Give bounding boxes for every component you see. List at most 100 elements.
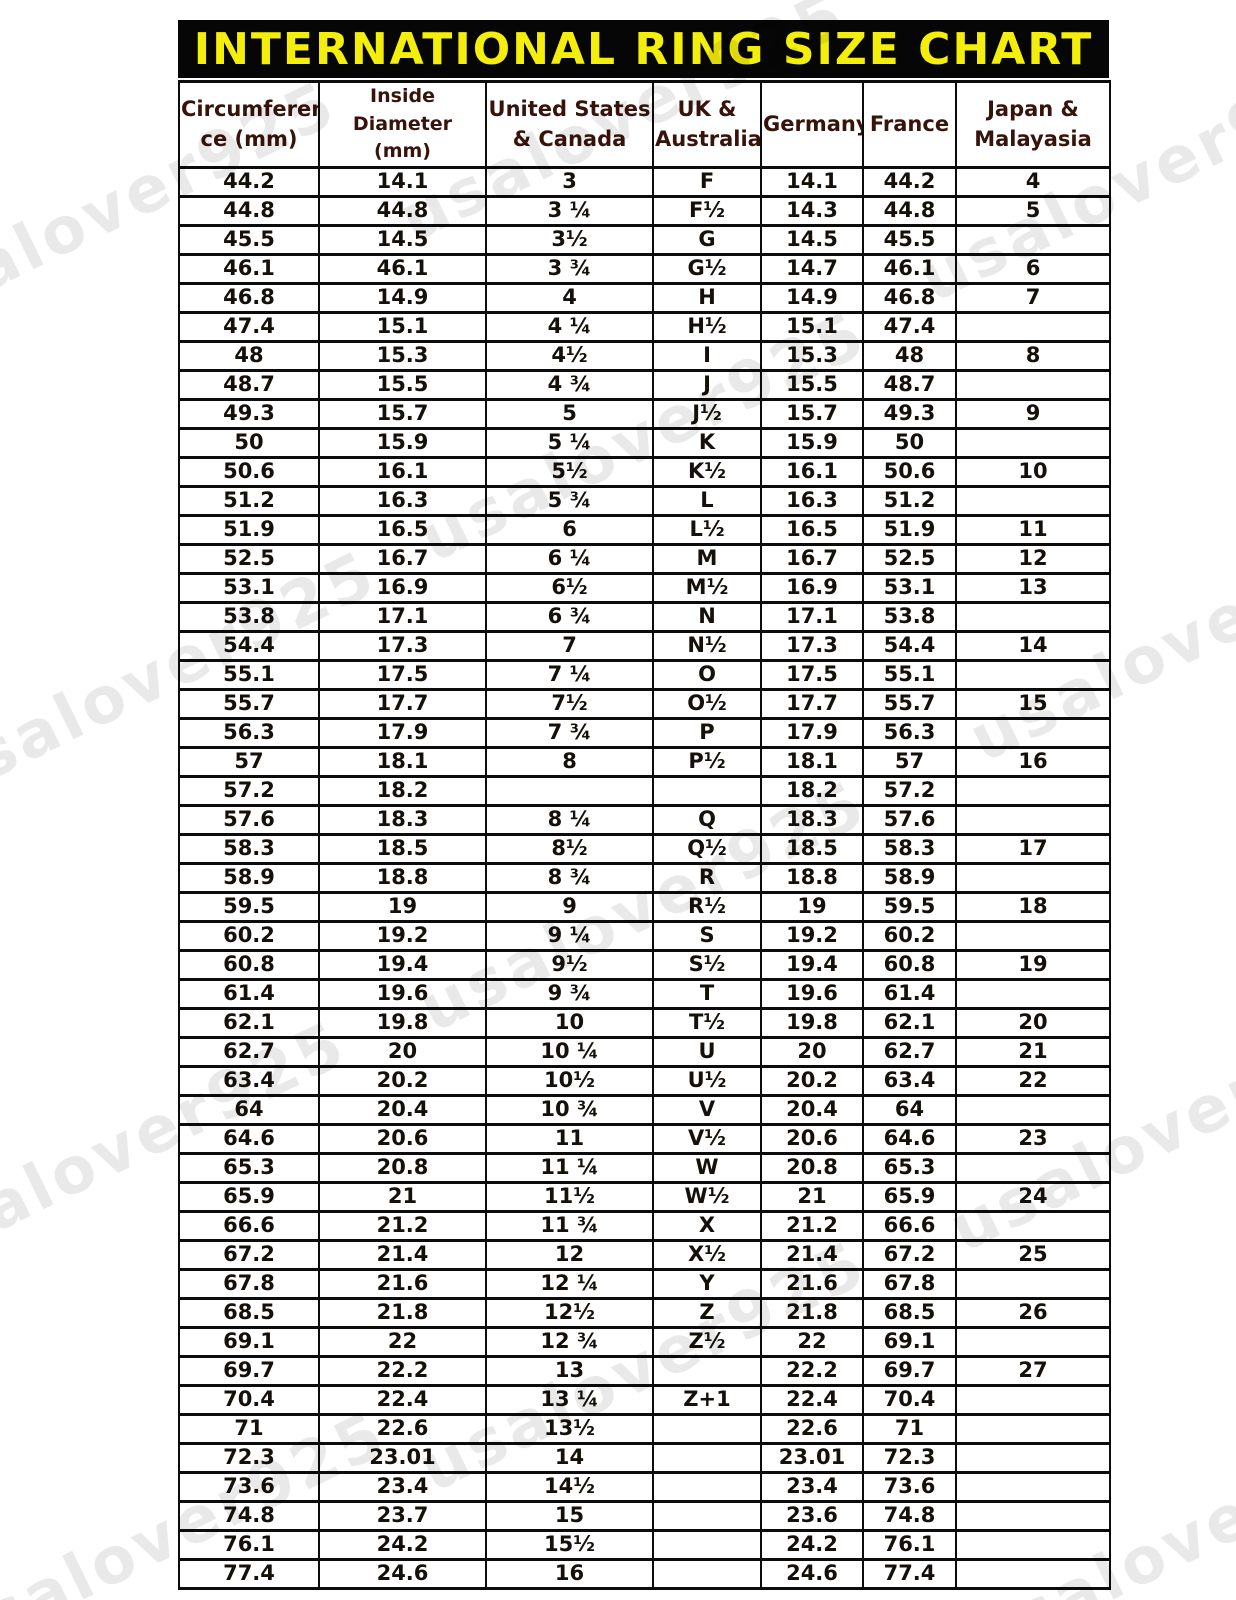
cell-6: 21	[955, 1035, 1111, 1068]
cell-6	[955, 774, 1111, 807]
cell-5: 55.7	[862, 687, 957, 720]
cell-2: 12	[485, 1238, 654, 1271]
cell-3: Q½	[652, 832, 762, 865]
cell-1: 20.2	[318, 1064, 487, 1097]
cell-6: 11	[955, 513, 1111, 546]
cell-6	[955, 919, 1111, 952]
cell-3: T	[652, 977, 762, 1010]
cell-3: J	[652, 368, 762, 401]
table-row: 48 15.3 4½ I 15.3 48 8	[178, 339, 1111, 372]
cell-0: 59.5	[178, 890, 320, 923]
cell-0: 77.4	[178, 1557, 320, 1590]
cell-0: 57.6	[178, 803, 320, 836]
cell-5: 46.8	[862, 281, 957, 314]
cell-1: 16.9	[318, 571, 487, 604]
cell-0: 65.9	[178, 1180, 320, 1213]
cell-3: P½	[652, 745, 762, 778]
cell-4: 15.3	[760, 339, 864, 372]
cell-4: 17.9	[760, 716, 864, 749]
cell-5: 55.1	[862, 658, 957, 691]
cell-2: 6½	[485, 571, 654, 604]
cell-4: 18.5	[760, 832, 864, 865]
cell-6: 24	[955, 1180, 1111, 1213]
cell-1: 17.1	[318, 600, 487, 633]
cell-2: 9½	[485, 948, 654, 981]
cell-6	[955, 977, 1111, 1010]
cell-4: 20.2	[760, 1064, 864, 1097]
table-row: 59.5 19 9 R½ 19 59.5 18	[178, 890, 1111, 923]
cell-4: 14.1	[760, 165, 864, 198]
cell-3: T½	[652, 1006, 762, 1039]
cell-1: 16.1	[318, 455, 487, 488]
cell-0: 74.8	[178, 1499, 320, 1532]
table-row: 52.5 16.7 6 ¼ M 16.7 52.5 12	[178, 542, 1111, 575]
cell-4: 24.2	[760, 1528, 864, 1561]
table-row: 45.5 14.5 3½ G 14.5 45.5	[178, 223, 1111, 256]
cell-6: 4	[955, 165, 1111, 198]
cell-0: 54.4	[178, 629, 320, 662]
cell-4: 23.6	[760, 1499, 864, 1532]
table-row: 55.1 17.5 7 ¼ O 17.5 55.1	[178, 658, 1111, 691]
cell-1: 15.9	[318, 426, 487, 459]
cell-5: 65.9	[862, 1180, 957, 1213]
cell-3: K½	[652, 455, 762, 488]
cell-0: 53.1	[178, 571, 320, 604]
cell-5: 62.7	[862, 1035, 957, 1068]
cell-5: 53.8	[862, 600, 957, 633]
cell-0: 69.1	[178, 1325, 320, 1358]
cell-0: 58.9	[178, 861, 320, 894]
cell-1: 17.3	[318, 629, 487, 662]
cell-4: 21.6	[760, 1267, 864, 1300]
cell-2: 6	[485, 513, 654, 546]
table-row: 57.6 18.3 8 ¼ Q 18.3 57.6	[178, 803, 1111, 836]
column-header-6: Japan & Malayasia	[955, 80, 1111, 169]
table-row: 56.3 17.9 7 ¾ P 17.9 56.3	[178, 716, 1111, 749]
cell-5: 57.6	[862, 803, 957, 836]
cell-4: 22.6	[760, 1412, 864, 1445]
cell-2: 7 ¾	[485, 716, 654, 749]
cell-0: 55.1	[178, 658, 320, 691]
cell-2: 10 ¼	[485, 1035, 654, 1068]
cell-6	[955, 1412, 1111, 1445]
cell-6: 18	[955, 890, 1111, 923]
cell-1: 19.2	[318, 919, 487, 952]
table-row: 69.1 22 12 ¾ Z½ 22 69.1	[178, 1325, 1111, 1358]
cell-6	[955, 484, 1111, 517]
cell-1: 18.3	[318, 803, 487, 836]
table-row: 64 20.4 10 ¾ V 20.4 64	[178, 1093, 1111, 1126]
cell-0: 51.2	[178, 484, 320, 517]
cell-6	[955, 310, 1111, 343]
cell-2: 10 ¾	[485, 1093, 654, 1126]
cell-0: 76.1	[178, 1528, 320, 1561]
cell-0: 71	[178, 1412, 320, 1445]
cell-3: L½	[652, 513, 762, 546]
cell-0: 62.7	[178, 1035, 320, 1068]
cell-2: 9	[485, 890, 654, 923]
table-row: 73.6 23.4 14½ 23.4 73.6	[178, 1470, 1111, 1503]
cell-1: 21.4	[318, 1238, 487, 1271]
cell-1: 21	[318, 1180, 487, 1213]
cell-5: 72.3	[862, 1441, 957, 1474]
cell-2: 11 ¼	[485, 1151, 654, 1184]
cell-1: 23.4	[318, 1470, 487, 1503]
cell-4: 21.8	[760, 1296, 864, 1329]
cell-3	[652, 1412, 762, 1445]
cell-4: 15.9	[760, 426, 864, 459]
table-row: 68.5 21.8 12½ Z 21.8 68.5 26	[178, 1296, 1111, 1329]
cell-6: 27	[955, 1354, 1111, 1387]
cell-2: 8½	[485, 832, 654, 865]
cell-0: 44.2	[178, 165, 320, 198]
cell-3: U½	[652, 1064, 762, 1097]
cell-1: 21.6	[318, 1267, 487, 1300]
cell-4: 21.4	[760, 1238, 864, 1271]
cell-6: 16	[955, 745, 1111, 778]
cell-2: 3 ¼	[485, 194, 654, 227]
cell-2	[485, 774, 654, 807]
cell-2: 6 ¼	[485, 542, 654, 575]
cell-5: 76.1	[862, 1528, 957, 1561]
cell-6: 6	[955, 252, 1111, 285]
cell-3: U	[652, 1035, 762, 1068]
cell-4: 18.3	[760, 803, 864, 836]
cell-5: 47.4	[862, 310, 957, 343]
cell-6	[955, 1267, 1111, 1300]
